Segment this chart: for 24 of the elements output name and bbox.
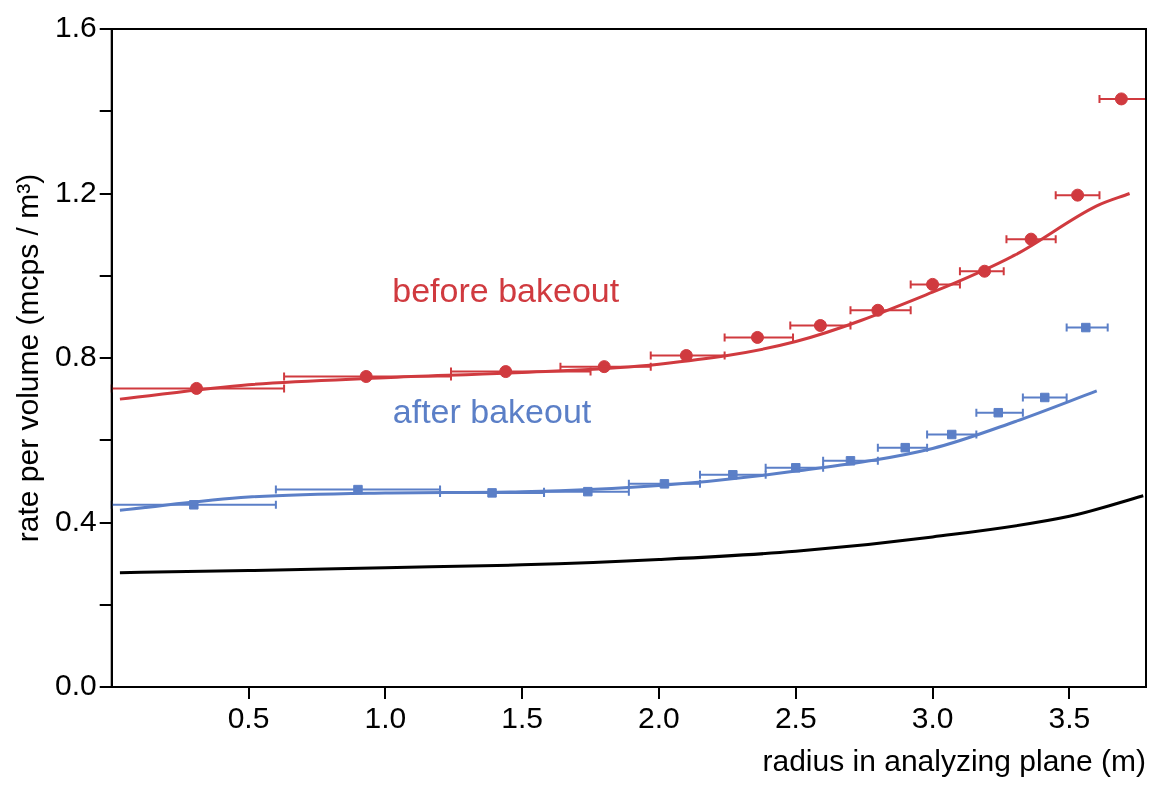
point: [791, 463, 801, 473]
y-tick-label: 0.8: [54, 339, 97, 373]
y-axis-title: rate per volume (mcps / m³): [11, 173, 45, 543]
point: [583, 486, 593, 497]
x-tick-label: 3.5: [1048, 701, 1091, 735]
y-tick-label: 1.6: [54, 10, 97, 44]
y-tick-label: 0.0: [54, 668, 97, 702]
point: [900, 442, 910, 453]
point: [993, 407, 1003, 418]
point: [487, 488, 497, 498]
x-tick-label: 1.0: [364, 701, 407, 735]
series-label: after bakeout: [392, 391, 592, 430]
x-axis-title: radius in analyzing plane (m): [762, 744, 1146, 778]
point: [728, 470, 738, 480]
x-tick-label: 2.5: [774, 701, 817, 735]
x-tick-label: 3.0: [911, 701, 954, 735]
y-tick-label: 1.2: [54, 174, 97, 208]
x-tick-label: 1.5: [501, 701, 543, 735]
line-series: [118, 494, 1145, 575]
series-label: before bakeout: [392, 270, 620, 309]
y-tick-label: 0.4: [54, 503, 97, 537]
point: [189, 500, 199, 510]
x-tick-label: 2.0: [638, 701, 680, 735]
x-tick-label: 0.5: [227, 701, 270, 735]
